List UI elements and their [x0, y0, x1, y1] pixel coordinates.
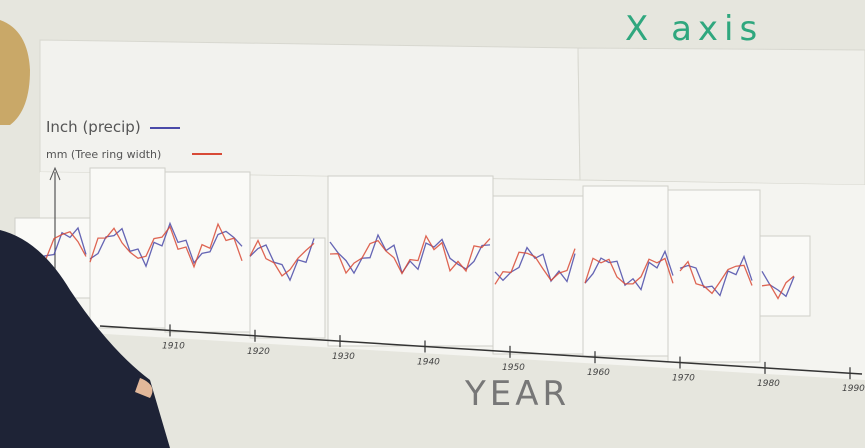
tick-label: 1960 — [587, 368, 610, 378]
axis-label: YEAR — [464, 374, 570, 414]
tick-label: 1980 — [757, 379, 780, 389]
tick-label: 1940 — [417, 357, 440, 367]
legend-label: Inch (precip) — [46, 118, 141, 136]
page: 1910 1920 1930 1940 1950 1960 1970 1980 1990 X a… — [0, 0, 865, 448]
heading: X axis — [625, 9, 763, 49]
tick-label: 1920 — [247, 347, 270, 357]
tick-label: 1970 — [672, 374, 695, 384]
tick-label: 1990 — [842, 384, 865, 394]
tick-label: 1930 — [332, 352, 355, 362]
legend-label: mm (Tree ring width) — [46, 148, 161, 161]
tick-label: 1950 — [502, 363, 525, 373]
photo: 1910 1920 1930 1940 1950 1960 1970 1980 1990 X a… — [0, 0, 865, 448]
tick-label: 1910 — [162, 341, 185, 351]
paper-sheet — [578, 48, 865, 185]
